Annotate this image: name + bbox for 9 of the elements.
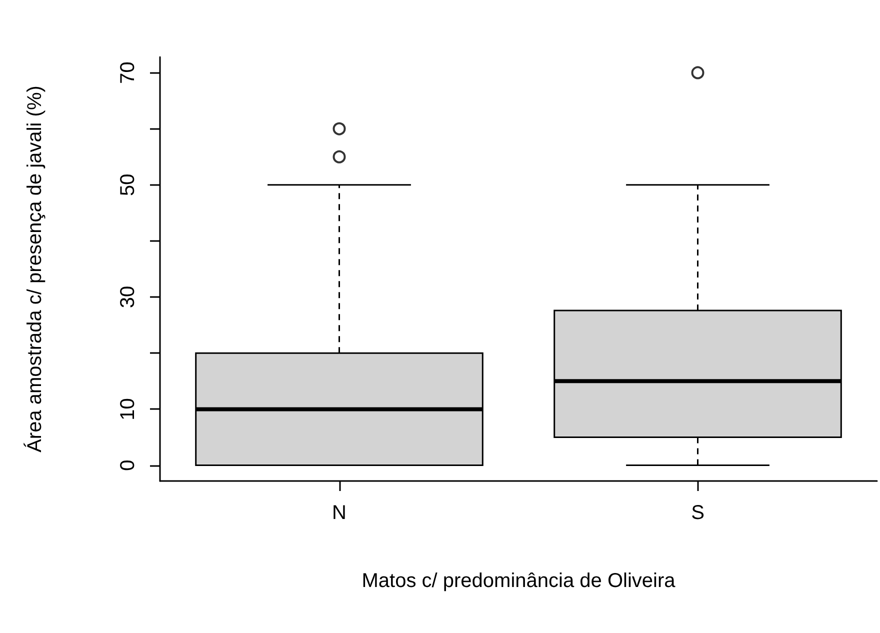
x-tick-label: S [691, 502, 704, 524]
y-axis-title: Área amostrada c/ presença de javali (%) [23, 86, 46, 452]
x-tick-label: N [332, 502, 346, 524]
y-tick-label: 10 [117, 398, 139, 420]
y-tick-label: 0 [117, 460, 139, 471]
y-tick-label: 70 [117, 62, 139, 84]
y-tick-label: 50 [117, 174, 139, 196]
x-axis-title: Matos c/ predominância de Oliveira [362, 570, 676, 592]
y-tick-label: 30 [117, 286, 139, 308]
